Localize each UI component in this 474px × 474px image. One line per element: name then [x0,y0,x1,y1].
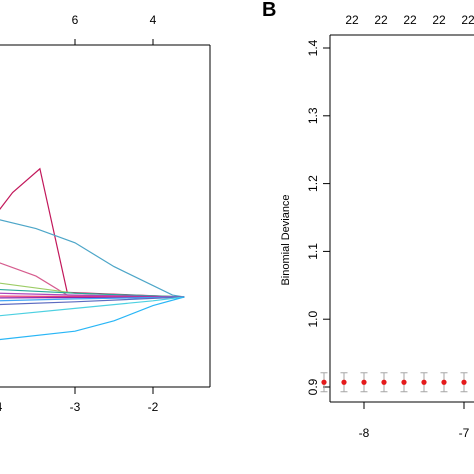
coefficient-path-3 [0,262,185,298]
x-tick-label: -3 [70,400,81,414]
cv-point [461,379,467,385]
x-axis-a: -4 -3 -2 [0,387,159,414]
y-tick-label: 1.1 [306,243,320,260]
top-axis-b: 22 22 22 22 22 [345,13,474,27]
x-tick-label: -4 [0,400,3,414]
coefficient-path-10 [0,296,185,306]
coefficient-path-lines [0,167,185,341]
coefficient-path-9 [0,296,185,302]
cv-point [421,379,427,385]
top-tick-label: 4 [150,13,157,27]
cv-points [320,372,468,393]
top-tick-label: 22 [345,13,359,27]
cv-point [441,379,447,385]
top-tick-label: 1 [0,13,1,27]
x-tick-label: -2 [148,400,159,414]
top-tick-label: 22 [403,13,417,27]
coefficient-path-1 [0,167,185,298]
panel-label-b: B [262,0,276,21]
cv-point [381,379,387,385]
y-tick-label: 1.3 [306,107,320,124]
coefficient-path-5 [0,288,185,298]
y-axis-title: Binomial Deviance [280,194,292,285]
y-tick-label: 0.9 [306,378,320,395]
y-tick-label: 1.2 [306,175,320,192]
x-axis-b: -8 -7 [359,402,470,440]
top-tick-label: 22 [432,13,446,27]
cv-point [401,379,407,385]
coefficient-path-12 [0,296,185,341]
y-tick-label: 1.0 [306,311,320,328]
y-tick-label: 1.4 [306,39,320,56]
top-tick-label: 6 [72,13,79,27]
cv-point [321,379,327,385]
coefficient-path-8 [0,296,185,299]
cv-deviance-panel: B Binomial Deviance 0.9 1.0 1.1 1.2 1.3 1.4 -… [262,0,474,440]
top-tick-label: 22 [461,13,474,27]
coefficient-path-6 [0,292,185,298]
coefficient-path-panel: -4 -3 -2 1 6 4 [0,13,211,414]
top-axis-a: 1 6 4 [0,13,157,45]
x-tick-label: -8 [359,426,370,440]
y-axis-b: 0.9 1.0 1.1 1.2 1.3 1.4 [306,39,330,395]
x-tick-label: -7 [459,426,470,440]
coefficient-path-11 [0,296,185,317]
coefficient-path-2 [0,219,185,298]
cv-point [341,379,347,385]
top-tick-label: 22 [374,13,388,27]
cv-point [361,379,367,385]
